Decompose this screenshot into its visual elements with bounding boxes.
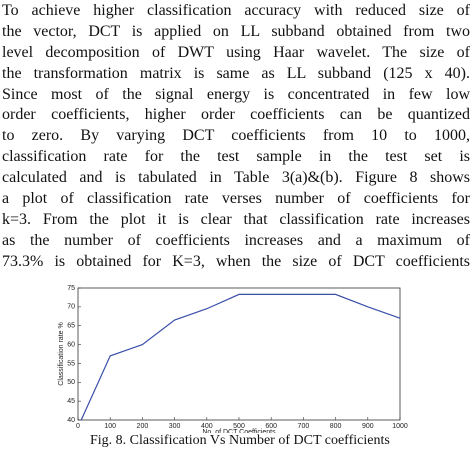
text-line: the vector, DCT is applied on LL subband… — [2, 22, 470, 40]
text-line: calculated and is tabulated in Table 3(a… — [2, 169, 470, 187]
data-line — [80, 293, 401, 421]
x-tick-label: 1000 — [392, 423, 408, 430]
x-tick-label: 0 — [76, 423, 80, 430]
x-tick-label: 600 — [265, 423, 277, 430]
x-tick-label: 500 — [233, 423, 245, 430]
y-axis-label: Classification rate % — [58, 322, 65, 385]
y-tick-label: 60 — [67, 341, 75, 348]
text-line: Since most of the signal energy is conce… — [2, 85, 470, 103]
y-tick-label: 65 — [67, 323, 75, 330]
y-tick-label: 75 — [67, 285, 75, 292]
x-tick-label: 700 — [298, 423, 310, 430]
text-line: order coefficients, higher order coeffic… — [2, 106, 470, 124]
text-line: classification rate for the test sample … — [2, 148, 470, 166]
text-line: as the number of coefficients increases … — [2, 231, 470, 249]
figure-caption: Fig. 8. Classification Vs Number of DCT … — [90, 433, 390, 448]
x-tick-label: 800 — [330, 423, 342, 430]
text-line: the transformation matrix is same as LL … — [2, 64, 470, 82]
x-tick-label: 400 — [201, 423, 213, 430]
x-tick-label: 300 — [169, 423, 181, 430]
y-tick-label: 40 — [67, 417, 75, 424]
figure: 40 45 50 55 60 65 70 75 0 100 200 300 400 500 600 700 80… — [58, 285, 408, 433]
y-tick-label: 50 — [67, 379, 75, 386]
x-tick-label: 900 — [362, 423, 374, 430]
paragraph: To achieve higher classification accurac… — [2, 1, 470, 273]
x-tick-label: 200 — [137, 423, 149, 430]
y-tick-label: 55 — [67, 360, 75, 367]
y-tick-label: 45 — [67, 398, 75, 405]
text-line: To achieve higher classification accurac… — [2, 2, 470, 19]
text-line: level decomposition of DWT using Haar wa… — [2, 43, 470, 61]
plot-frame — [77, 287, 401, 421]
x-tick-label: 100 — [104, 423, 116, 430]
text-line: to zero. By varying DCT coefficients fro… — [2, 127, 470, 145]
text-line: k=3. From the plot it is clear that clas… — [2, 210, 470, 228]
text-line: 73.3% is obtained for K=3, when the size… — [2, 252, 470, 270]
y-tick-label: 70 — [67, 304, 75, 311]
x-axis-label: No. of DCT Coefficients — [202, 429, 276, 433]
text-line: a plot of classification rate verses num… — [2, 190, 470, 208]
